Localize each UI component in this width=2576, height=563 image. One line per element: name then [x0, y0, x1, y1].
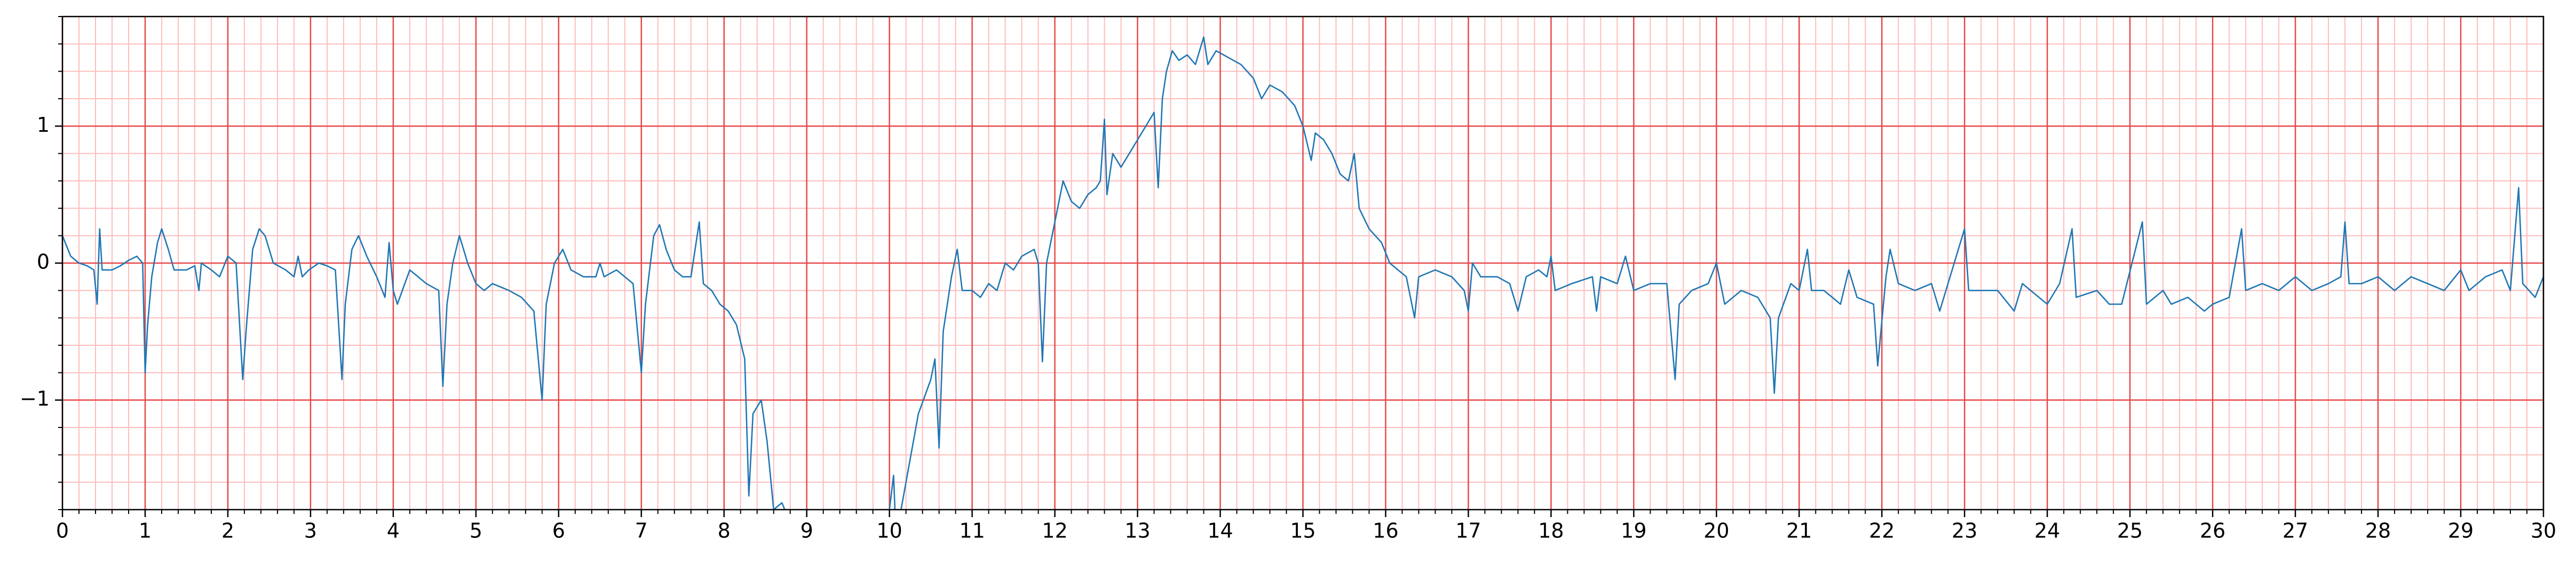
- x-tick-label: 4: [387, 519, 400, 543]
- x-tick-label: 30: [2531, 519, 2556, 543]
- y-tick-label: 0: [37, 250, 50, 274]
- grid: [61, 16, 2545, 510]
- x-tick-label: 20: [1703, 519, 1729, 543]
- x-tick-label: 14: [1207, 519, 1233, 543]
- x-tick-label: 29: [2448, 519, 2474, 543]
- y-tick-label: 1: [37, 113, 50, 137]
- x-tick-label: 5: [470, 519, 482, 543]
- x-tick-label: 26: [2200, 519, 2225, 543]
- x-tick-label: 6: [552, 519, 565, 543]
- x-tick-label: 22: [1869, 519, 1895, 543]
- x-tick-label: 13: [1124, 519, 1150, 543]
- x-tick-label: 0: [56, 519, 69, 543]
- x-tick-label: 8: [718, 519, 731, 543]
- x-tick-label: 24: [2034, 519, 2060, 543]
- x-tick-label: 1: [139, 519, 152, 543]
- x-tick-label: 18: [1538, 519, 1564, 543]
- x-tick-label: 11: [959, 519, 985, 543]
- x-tick-label: 2: [221, 519, 234, 543]
- x-tick-label: 25: [2117, 519, 2143, 543]
- x-tick-label: 27: [2282, 519, 2308, 543]
- y-tick-label: −1: [20, 387, 50, 410]
- plot-area: [62, 36, 2543, 510]
- x-tick-label: 16: [1373, 519, 1398, 543]
- x-tick-label: 17: [1455, 519, 1481, 543]
- signal-line: [62, 36, 2543, 510]
- x-tick-label: 19: [1621, 519, 1646, 543]
- axes: 0 1 2 3 4 5 6 7 8 9 10 11 12 13 14 15 16 17 18 19 20 21 22 23 24…: [20, 16, 2556, 543]
- x-tick-label: 7: [635, 519, 648, 543]
- x-tick-label: 15: [1290, 519, 1315, 543]
- x-tick-label: 3: [304, 519, 317, 543]
- x-tick-label: 28: [2365, 519, 2391, 543]
- x-tick-label: 23: [1952, 519, 1977, 543]
- x-tick-label: 9: [800, 519, 813, 543]
- x-tick-label: 12: [1042, 519, 1067, 543]
- x-tick-label: 21: [1786, 519, 1812, 543]
- x-tick-label: 10: [876, 519, 902, 543]
